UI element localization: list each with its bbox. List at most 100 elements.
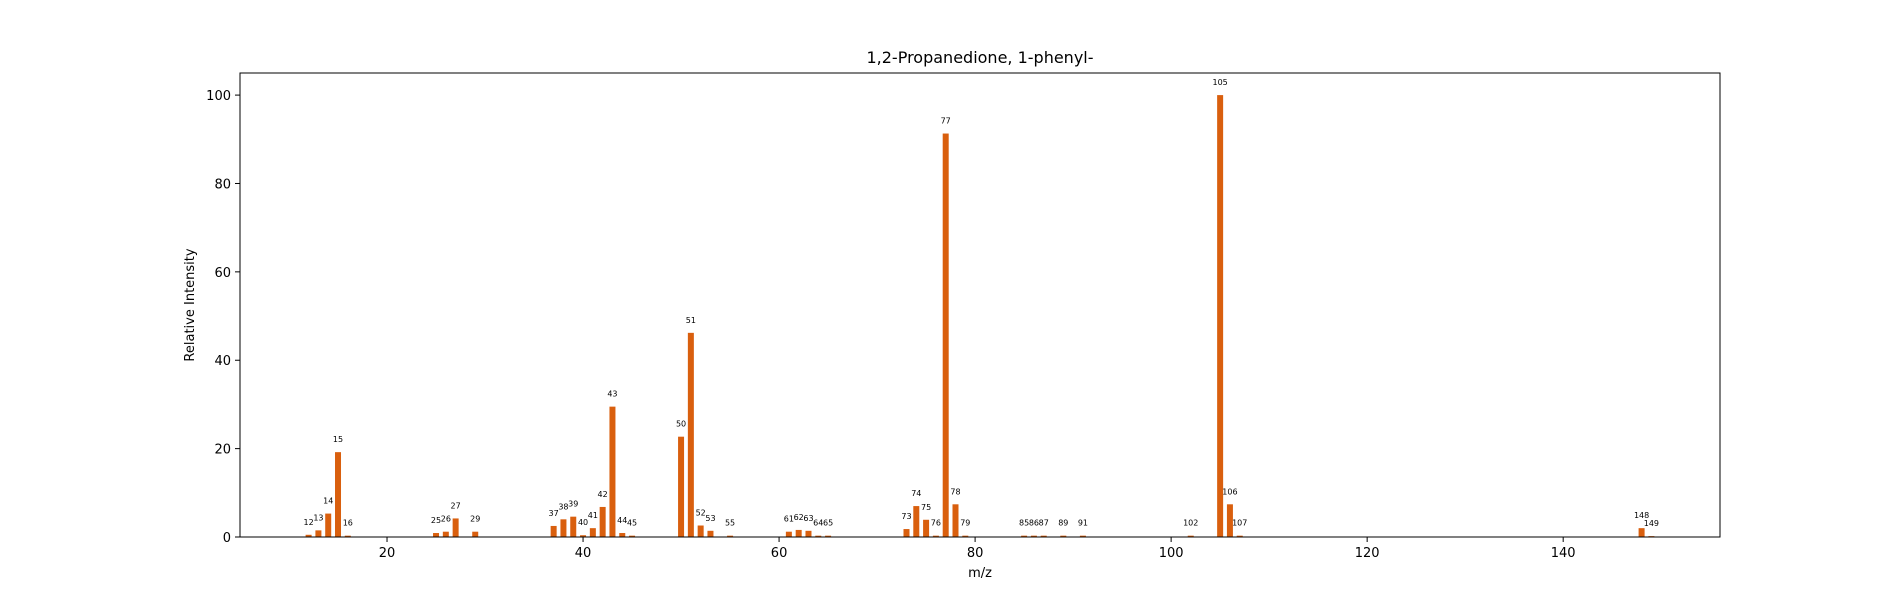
bar-label-mz-64: 64 bbox=[813, 519, 823, 528]
bar-label-mz-78: 78 bbox=[950, 487, 960, 496]
bar-label-mz-39: 39 bbox=[568, 500, 578, 509]
bar-mz-14 bbox=[325, 513, 332, 537]
bar-mz-43 bbox=[609, 406, 616, 537]
bar-mz-77 bbox=[942, 133, 949, 538]
bar-label-mz-45: 45 bbox=[627, 519, 637, 528]
bar-mz-65 bbox=[825, 535, 832, 537]
bar-label-mz-89: 89 bbox=[1058, 519, 1068, 528]
y-tick-label: 60 bbox=[214, 266, 231, 281]
bar-label-mz-65: 65 bbox=[823, 519, 833, 528]
x-tick-label: 140 bbox=[1551, 546, 1576, 561]
y-axis-label: Relative Intensity bbox=[183, 248, 198, 361]
x-tick-label: 120 bbox=[1355, 546, 1380, 561]
y-axis: 0 20 40 60 80 100 bbox=[206, 89, 240, 546]
bar-mz-16 bbox=[344, 535, 351, 537]
bar-mz-55 bbox=[727, 535, 734, 537]
bar-label-mz-16: 16 bbox=[343, 519, 353, 528]
bar-label-mz-12: 12 bbox=[304, 518, 314, 527]
bar-label-mz-41: 41 bbox=[588, 511, 598, 520]
bar-label-mz-50: 50 bbox=[676, 420, 686, 429]
bar-mz-86 bbox=[1030, 535, 1037, 537]
bar-mz-107 bbox=[1236, 535, 1243, 537]
bar-label-mz-87: 87 bbox=[1039, 519, 1049, 528]
bar-mz-15 bbox=[335, 452, 342, 537]
bar-label-mz-27: 27 bbox=[451, 501, 461, 510]
bar-label-mz-63: 63 bbox=[803, 514, 813, 523]
bar-label-mz-148: 148 bbox=[1634, 511, 1649, 520]
y-tick-label: 40 bbox=[214, 354, 231, 369]
bar-mz-85 bbox=[1021, 535, 1028, 537]
x-axis-label: m/z bbox=[968, 566, 992, 581]
bar-label-mz-86: 86 bbox=[1029, 519, 1039, 528]
bar-mz-29 bbox=[472, 531, 479, 537]
bar-label-mz-55: 55 bbox=[725, 519, 735, 528]
bar-mz-74 bbox=[913, 506, 920, 537]
bar-mz-75 bbox=[923, 519, 930, 537]
bar-mz-42 bbox=[599, 506, 606, 537]
bar-label-mz-77: 77 bbox=[941, 117, 951, 126]
y-tick-label: 20 bbox=[214, 443, 231, 458]
chart-title: 1,2-Propanedione, 1-phenyl- bbox=[866, 48, 1093, 67]
bar-mz-12 bbox=[305, 534, 312, 537]
bar-label-mz-51: 51 bbox=[686, 316, 696, 325]
bar-mz-39 bbox=[570, 516, 577, 537]
bar-mz-91 bbox=[1079, 535, 1086, 537]
bar-label-mz-38: 38 bbox=[558, 502, 568, 511]
y-tick-label: 80 bbox=[214, 177, 231, 192]
bar-mz-73 bbox=[903, 529, 910, 537]
bar-mz-44 bbox=[619, 533, 626, 537]
bar-label-mz-91: 91 bbox=[1078, 519, 1088, 528]
x-tick-label: 80 bbox=[967, 546, 984, 561]
plot-frame bbox=[239, 72, 1721, 538]
bar-label-mz-79: 79 bbox=[960, 519, 970, 528]
bar-mz-76 bbox=[932, 535, 939, 537]
x-tick-label: 20 bbox=[379, 546, 396, 561]
bar-mz-102 bbox=[1187, 535, 1194, 537]
bar-label-mz-42: 42 bbox=[598, 490, 608, 499]
bar-mz-61 bbox=[785, 531, 792, 537]
bar-mz-64 bbox=[815, 535, 822, 537]
bar-label-mz-149: 149 bbox=[1644, 519, 1659, 528]
bar-label-mz-14: 14 bbox=[323, 497, 333, 506]
bar-mz-106 bbox=[1226, 504, 1233, 537]
bar-mz-51 bbox=[687, 332, 694, 537]
bar-label-mz-15: 15 bbox=[333, 435, 343, 444]
y-tick-label: 0 bbox=[223, 531, 231, 546]
bar-label-mz-29: 29 bbox=[470, 515, 480, 524]
bar-mz-105 bbox=[1217, 95, 1224, 537]
bar-mz-27 bbox=[452, 518, 459, 537]
bar-label-mz-53: 53 bbox=[705, 514, 715, 523]
x-tick-label: 40 bbox=[575, 546, 592, 561]
bar-label-mz-73: 73 bbox=[901, 512, 911, 521]
bar-mz-89 bbox=[1060, 535, 1067, 537]
bar-mz-87 bbox=[1040, 535, 1047, 537]
bar-label-mz-44: 44 bbox=[617, 516, 627, 525]
bar-mz-52 bbox=[697, 525, 704, 537]
bar-label-mz-25: 25 bbox=[431, 516, 441, 525]
bar-label-mz-106: 106 bbox=[1222, 487, 1237, 496]
bar-mz-13 bbox=[315, 530, 322, 537]
bar-mz-38 bbox=[560, 519, 567, 537]
x-tick-label: 60 bbox=[771, 546, 788, 561]
bar-mz-26 bbox=[442, 531, 449, 537]
bar-mz-41 bbox=[589, 528, 596, 537]
bar-label-mz-61: 61 bbox=[784, 515, 794, 524]
bar-mz-45 bbox=[629, 535, 636, 537]
bar-label-mz-40: 40 bbox=[578, 518, 588, 527]
bar-mz-37 bbox=[550, 525, 557, 537]
bar-label-mz-74: 74 bbox=[911, 489, 921, 498]
bar-mz-50 bbox=[678, 436, 685, 537]
bar-label-mz-37: 37 bbox=[549, 509, 559, 518]
bar-mz-63 bbox=[805, 530, 812, 537]
bar-label-mz-76: 76 bbox=[931, 519, 941, 528]
bar-label-mz-102: 102 bbox=[1183, 519, 1198, 528]
bar-label-mz-52: 52 bbox=[696, 509, 706, 518]
y-tick-label: 100 bbox=[206, 89, 231, 104]
bar-label-mz-107: 107 bbox=[1232, 519, 1247, 528]
bar-label-mz-26: 26 bbox=[441, 515, 451, 524]
bar-mz-25 bbox=[433, 533, 440, 537]
bar-mz-53 bbox=[707, 530, 714, 537]
x-tick-label: 100 bbox=[1159, 546, 1184, 561]
